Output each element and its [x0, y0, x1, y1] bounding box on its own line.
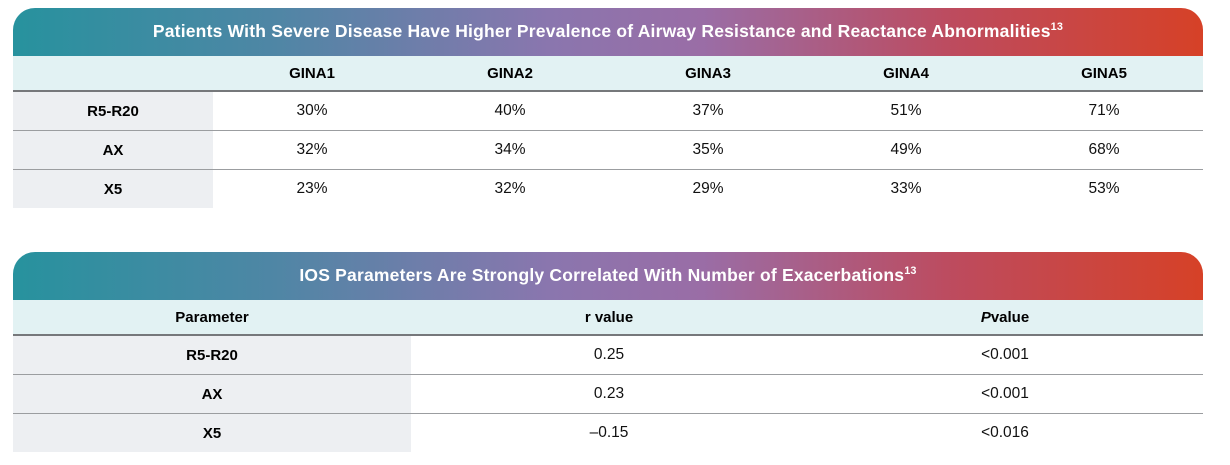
correlation-title-reference: 13	[904, 265, 917, 278]
p-value-cell: <0.001	[981, 346, 1029, 363]
row-label-x5: X5	[13, 414, 411, 452]
cell-value: 23%	[296, 180, 328, 197]
cell-value: 35%	[692, 141, 724, 158]
r-value-column-header: r value	[584, 308, 634, 326]
table-row-r5r20-correlation: R5-R20 0.25 <0.001	[13, 336, 1203, 375]
cell-value: 32%	[494, 180, 526, 197]
prevalence-title-band: Patients With Severe Disease Have Higher…	[13, 8, 1203, 56]
cell-value: 68%	[1088, 141, 1120, 158]
table-row-ax: AX 32% 34% 35% 49% 68%	[13, 131, 1203, 170]
correlation-title: IOS Parameters Are Strongly Correlated W…	[299, 265, 917, 286]
prevalence-title-reference: 13	[1050, 21, 1064, 34]
cell-value: 34%	[494, 141, 526, 158]
row-label-x5: X5	[13, 170, 213, 208]
table-row-r5r20: R5-R20 30% 40% 37% 51% 71%	[13, 92, 1203, 131]
correlation-header-row: Parameter r value P value	[13, 300, 1203, 336]
cell-value: 49%	[890, 141, 922, 158]
row-label-ax: AX	[13, 131, 213, 169]
gina2-column-header: GINA2	[487, 64, 533, 82]
correlation-table: IOS Parameters Are Strongly Correlated W…	[13, 252, 1203, 452]
r-value-cell: –0.15	[589, 424, 629, 441]
p-value-cell: <0.001	[981, 385, 1029, 402]
row-label-ax: AX	[13, 375, 411, 413]
row-label-r5r20: R5-R20	[13, 92, 213, 130]
p-value-cell: <0.016	[981, 424, 1029, 441]
gina1-column-header: GINA1	[289, 64, 335, 82]
cell-value: 29%	[692, 180, 724, 197]
prevalence-title: Patients With Severe Disease Have Higher…	[152, 21, 1064, 42]
cell-value: 37%	[692, 102, 724, 119]
cell-value: 40%	[494, 102, 526, 119]
r-value-cell: 0.25	[593, 346, 625, 363]
r-value-cell: 0.23	[593, 385, 625, 402]
cell-value: 71%	[1088, 102, 1120, 119]
prevalence-title-text: Patients With Severe Disease Have Higher…	[152, 21, 1051, 42]
gina-header-empty-cell	[13, 56, 213, 90]
row-label-r5r20: R5-R20	[13, 336, 411, 374]
table-row-ax-correlation: AX 0.23 <0.001	[13, 375, 1203, 414]
p-value-column-header: P value	[807, 300, 1203, 334]
p-value-header-italic-p: P	[980, 308, 991, 326]
cell-value: 32%	[296, 141, 328, 158]
parameter-column-header: Parameter	[175, 308, 249, 326]
table-row-x5: X5 23% 32% 29% 33% 53%	[13, 170, 1203, 208]
correlation-title-band: IOS Parameters Are Strongly Correlated W…	[13, 252, 1203, 300]
gina4-column-header: GINA4	[883, 64, 929, 82]
prevalence-table: Patients With Severe Disease Have Higher…	[13, 8, 1203, 208]
gina-header-row: GINA1 GINA2 GINA3 GINA4 GINA5	[13, 56, 1203, 92]
p-value-header-rest: value	[990, 308, 1030, 326]
table-row-x5-correlation: X5 –0.15 <0.016	[13, 414, 1203, 452]
cell-value: 53%	[1088, 180, 1120, 197]
gina3-column-header: GINA3	[685, 64, 731, 82]
cell-value: 30%	[296, 102, 328, 119]
cell-value: 51%	[890, 102, 922, 119]
cell-value: 33%	[890, 180, 922, 197]
correlation-title-text: IOS Parameters Are Strongly Correlated W…	[299, 265, 905, 286]
gina5-column-header: GINA5	[1081, 64, 1127, 82]
